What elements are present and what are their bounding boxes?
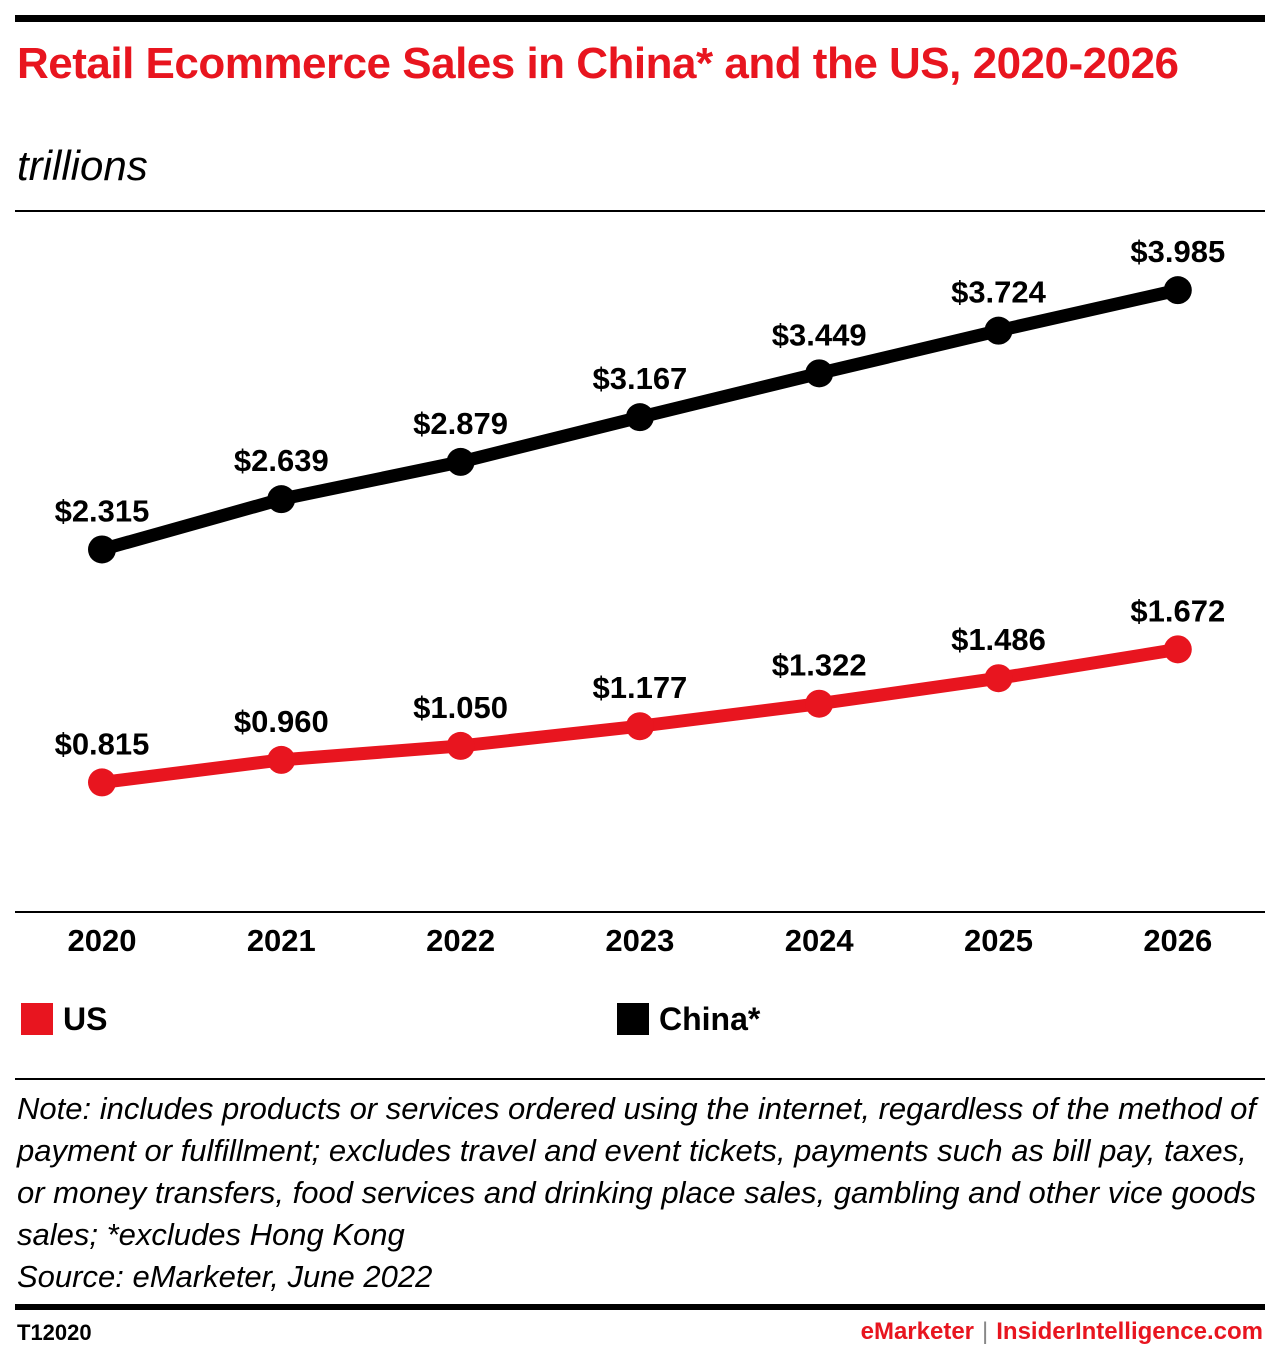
- x-tick-label: 2023: [605, 923, 674, 958]
- data-point-china: [805, 359, 834, 388]
- data-label-us: $0.815: [55, 726, 150, 761]
- line-chart: 2020 2021 2022 2023 2024 2025 2026 $2.315 $2.639…: [15, 234, 1265, 958]
- x-tick-label: 2026: [1143, 923, 1212, 958]
- data-point-china: [88, 535, 116, 564]
- data-point-china: [1163, 276, 1192, 305]
- legend-label-china: China*: [659, 1000, 761, 1037]
- legend-item-us: US: [21, 999, 107, 1039]
- data-point-us: [625, 712, 654, 741]
- legend-label-us: US: [63, 1000, 108, 1037]
- data-point-china: [984, 316, 1013, 345]
- x-tick-label: 2024: [785, 923, 855, 958]
- data-label-china: $2.879: [413, 406, 508, 441]
- footer-emarketer: eMarketer: [860, 1318, 975, 1345]
- data-point-us: [1163, 635, 1192, 664]
- data-label-us: $1.322: [772, 648, 867, 683]
- data-point-china: [267, 485, 296, 514]
- data-point-us: [267, 745, 296, 774]
- chart-title: Retail Ecommerce Sales in China* and the…: [17, 39, 1179, 88]
- data-label-china: $3.985: [1130, 234, 1225, 269]
- legend-item-china: China*: [617, 999, 760, 1039]
- data-label-us: $0.960: [234, 704, 329, 739]
- data-label-us: $1.177: [592, 670, 687, 705]
- data-label-us: $1.672: [1130, 593, 1225, 628]
- data-label-us: $1.050: [413, 690, 508, 725]
- data-point-us: [88, 768, 116, 797]
- chart-subtitle: trillions: [17, 142, 148, 189]
- data-label-us: $1.486: [951, 622, 1046, 657]
- legend-swatch-us: [21, 1003, 53, 1035]
- data-label-china: $2.639: [234, 443, 329, 478]
- x-tick-label: 2021: [247, 923, 316, 958]
- data-label-china: $3.167: [592, 361, 687, 396]
- x-tick-label: 2022: [426, 923, 495, 958]
- bottom-rule: [15, 1304, 1265, 1310]
- x-tick-label: 2020: [68, 923, 137, 958]
- chart-note: Note: includes products or services orde…: [17, 1091, 1256, 1252]
- data-label-china: $3.724: [951, 275, 1047, 310]
- data-point-china: [625, 403, 654, 432]
- chart-id: T12020: [17, 1320, 92, 1345]
- data-point-china: [446, 447, 475, 476]
- data-point-us: [805, 689, 834, 718]
- x-tick-label: 2025: [964, 923, 1033, 958]
- data-label-china: $3.449: [772, 317, 867, 352]
- top-rule: [15, 15, 1265, 22]
- title-divider: [15, 210, 1265, 212]
- footer-separator: |: [982, 1318, 989, 1345]
- chart-source: Source: eMarketer, June 2022: [17, 1259, 433, 1294]
- data-point-us: [446, 731, 475, 760]
- footer-insider-intelligence: InsiderIntelligence.com: [996, 1318, 1263, 1345]
- legend-swatch-china: [617, 1003, 649, 1035]
- note-divider: [15, 1078, 1265, 1080]
- data-label-china: $2.315: [55, 493, 150, 528]
- footer-brand: eMarketer | InsiderIntelligence.com: [861, 1318, 1263, 1346]
- data-point-us: [984, 664, 1013, 693]
